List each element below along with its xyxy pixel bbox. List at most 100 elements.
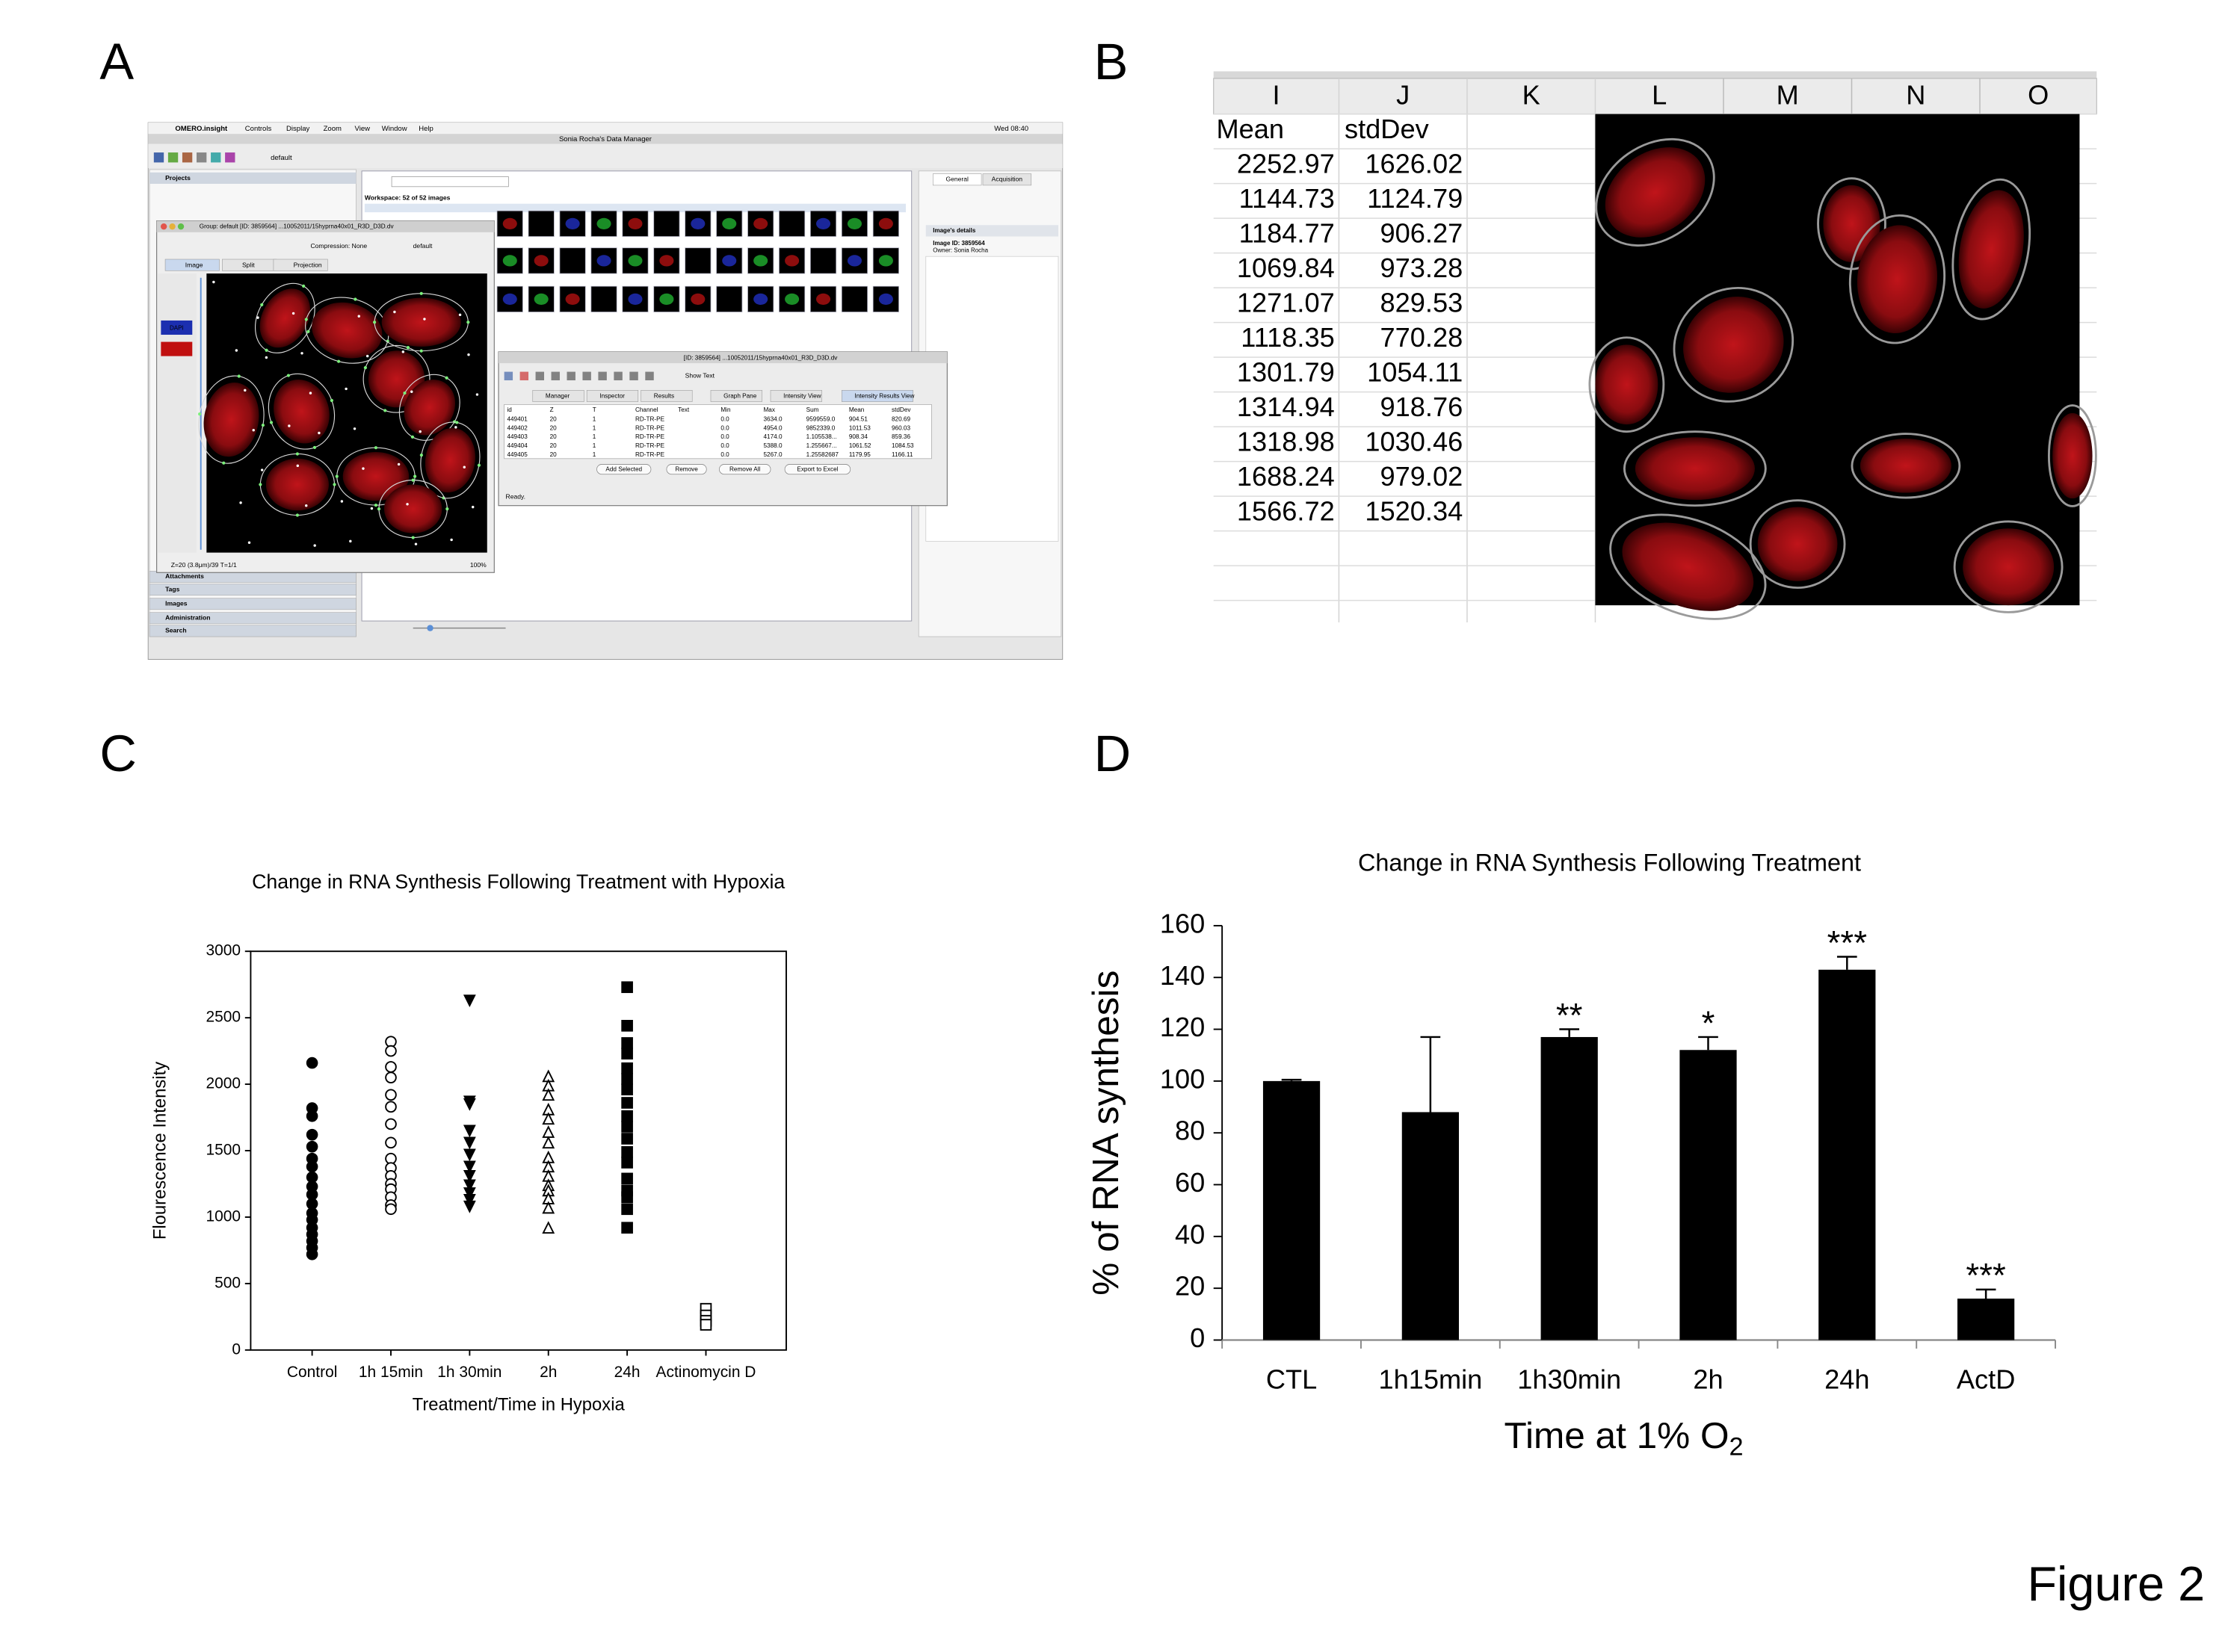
point [621,1203,633,1216]
status: Ready. [506,493,526,501]
roi-handle [401,350,405,353]
panel-label: B [1094,33,1129,90]
thumbnail-cell [659,255,674,267]
bar [1262,1080,1321,1340]
table-cell: 820.69 [892,416,910,423]
point [463,1136,476,1150]
table-cell: 449404 [507,442,528,449]
table-header: Max [763,406,774,413]
cell-value: 1069.84 [1237,253,1335,283]
results-tab-label: Graph Pane [723,392,757,399]
menu-bar [148,123,1063,134]
toolbar [148,143,1063,169]
x-tick-label: 1h15min [1378,1364,1482,1394]
thumbnail-cell [753,255,768,267]
menu-item: Window [382,125,407,133]
roi-handle [477,463,481,467]
view-tab [273,259,328,271]
roi-handle [212,280,215,284]
channel-button [161,320,193,335]
roi-handle [304,318,308,321]
x-tick-label: Actinomycin D [656,1364,756,1381]
roi-outline [2047,404,2097,507]
point [463,1194,476,1207]
roi-handle [383,409,387,412]
y-tick-label: 500 [215,1274,241,1291]
chart-title: Change in RNA Synthesis Following Treatm… [1358,850,1861,876]
thumbnail-cell [785,255,800,267]
toolbar-icon [153,152,164,163]
roi-handle [475,393,479,396]
cell-header: Mean [1217,114,1285,144]
table-cell: 0.0 [720,424,729,431]
roi-handle [252,428,255,432]
table-header: Text [678,406,690,413]
thumbnail [528,210,555,237]
menu-item: Display [286,125,309,133]
thumbnail [779,210,806,237]
window-button [177,223,185,230]
view-tab-label: Image [185,261,203,268]
roi-handle [363,366,367,370]
roi-outline [1673,286,1794,403]
point [621,1157,633,1169]
compression: Compression: None [310,242,367,250]
point [621,1048,633,1059]
roi-handle [296,464,300,468]
roi-outline [1588,336,1665,433]
roi-handle [235,349,238,352]
thumbnail-cell [628,217,643,229]
roi-outline [1749,499,1846,590]
table-cell: 960.03 [892,424,910,431]
thumbnail-cell [816,217,831,229]
roi-handle [365,354,369,358]
roi-handle [411,536,415,539]
section-header-text: Attachments [165,572,204,580]
title-bar [148,134,1063,144]
table-cell: 1 [593,416,596,423]
cell-value: 1688.24 [1237,461,1335,492]
table-cell: 4954.0 [763,424,782,431]
column-letter: K [1522,79,1540,110]
roi-handle [467,353,470,356]
roi-handle [463,465,466,468]
nucleus [1595,344,1658,425]
table-cell: 1 [593,451,596,458]
cell-value: 1184.77 [1239,218,1335,249]
roi-handle [466,321,470,324]
bar [1540,1036,1598,1340]
nucleus [1605,147,1706,238]
table-cell: 1011.53 [849,424,871,431]
roi-outline [1851,433,1961,499]
section-header-text: Administration [165,614,210,622]
point [306,1057,318,1069]
significance: *** [1827,924,1868,962]
nucleus [1958,190,2024,309]
x-axis-label: Treatment/Time in Hypoxia [413,1394,626,1414]
table-cell: 20 [550,416,558,423]
roi-handle [291,312,295,315]
table-header: stdDev [892,406,911,413]
point [463,1098,476,1111]
table-cell: 1061.52 [849,442,871,449]
point [621,1121,633,1133]
viewer-title: Group: default [ID: 3859564] ...10052011… [200,223,395,230]
nucleus [404,380,455,436]
roi-handle [458,313,462,317]
point [542,1088,555,1101]
y-axis-label: Flourescence Intensity [150,1062,170,1240]
sheet-header [1213,78,2097,115]
show-text: Show Text [685,372,715,380]
roi-handle [335,474,339,478]
table-cell: 1 [593,442,596,449]
cell-value: 2252.97 [1237,149,1335,179]
roi-handle [222,461,226,465]
table-cell: 20 [550,433,558,440]
column-letter: O [2028,79,2049,110]
detail-text: Image ID: 3859564 [933,240,985,247]
path-bar [364,203,907,213]
nucleus [1635,437,1755,501]
roi-handle [393,310,396,314]
x-axis-label-subscript: 2 [1729,1432,1744,1461]
roi-handle [313,544,316,547]
